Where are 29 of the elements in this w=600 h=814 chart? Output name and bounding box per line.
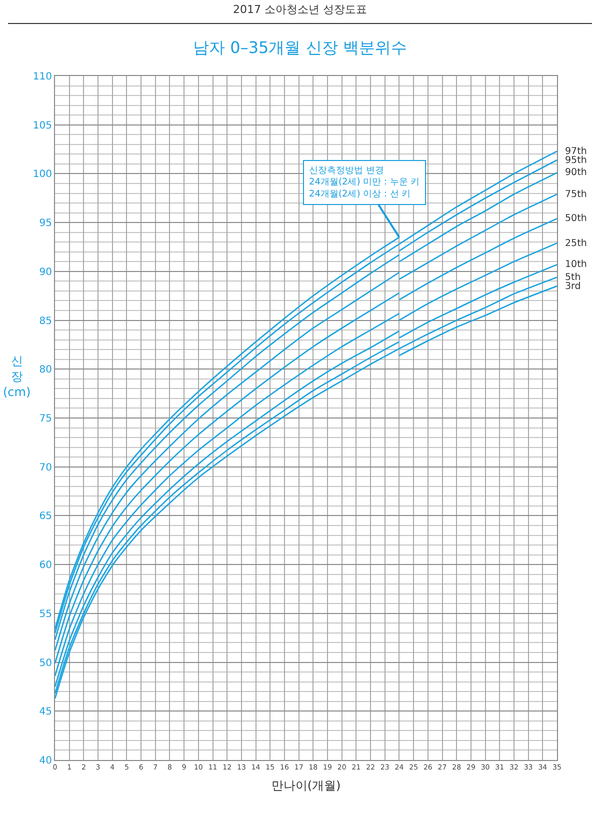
series-label: 50th (565, 213, 587, 224)
y-tick-label: 85 (39, 316, 52, 327)
y-tick-label: 45 (39, 706, 52, 718)
y-tick-label: 60 (39, 560, 52, 572)
y-tick-label: 110 (32, 72, 52, 82)
series-label: 10th (565, 259, 587, 270)
y-tick-label: 70 (39, 462, 52, 474)
text: 2017 소아청소년 성장도표 (232, 2, 368, 18)
y-axis-title: 신 장 (cm) (3, 354, 31, 400)
series-label: 97th (565, 146, 587, 157)
series-label: 5th (565, 272, 581, 283)
series-label: 25th (565, 238, 587, 249)
y-tick-label: 95 (39, 218, 52, 230)
series-label: 3rd (565, 281, 581, 292)
x-axis-title: 만나이(개월) (271, 778, 341, 792)
annotation: 신장측정방법 변경 24개월(2세) 미만 : 누운 키 24개월(2세) 이상 : 선 키 (309, 166, 420, 200)
y-tick-label: 80 (39, 364, 52, 376)
series-label: 95th (565, 155, 587, 166)
y-tick-label: 65 (39, 511, 52, 522)
series-label: 75th (565, 189, 587, 200)
y-tick-label: 105 (32, 120, 52, 132)
y-tick-label: 55 (39, 608, 52, 620)
y-tick-label: 40 (39, 756, 52, 766)
y-tick-label: 100 (32, 169, 52, 180)
chart-title: 남자 0–35개월 신장 백분위수 (193, 38, 407, 57)
y-tick-label: 75 (39, 414, 52, 424)
y-tick-label: 50 (39, 658, 52, 669)
series-label: 90th (565, 167, 587, 178)
y-tick-label: 90 (39, 266, 52, 278)
